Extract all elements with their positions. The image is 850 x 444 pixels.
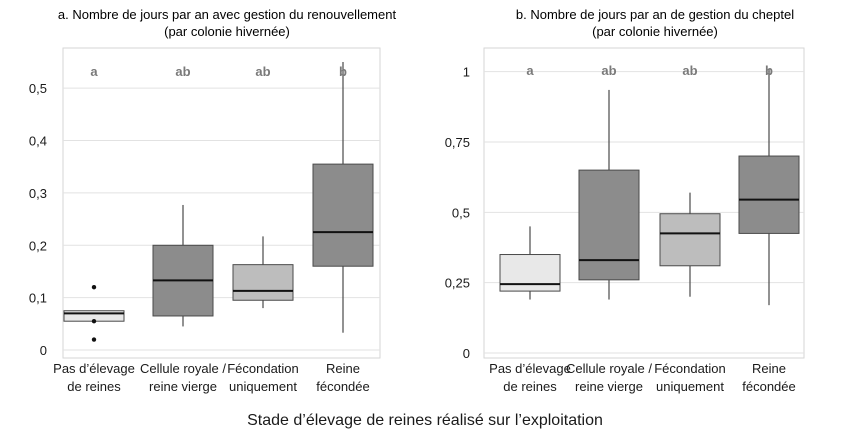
chart-a-category-label: de reines [67, 379, 121, 394]
chart-b-y-tick-label: 0,25 [445, 276, 470, 291]
chart-a: a. Nombre de jours par an avec gestion d… [29, 7, 397, 394]
chart-a-letters: a ab ab b [90, 64, 347, 79]
iqr-box [499, 254, 561, 292]
chart-b-significance-letter: a [526, 63, 534, 78]
chart-b-y-tick-label: 1 [463, 65, 470, 80]
chart-a-category-label: reine vierge [149, 379, 217, 394]
chart-b-category-label: fécondée [742, 379, 796, 394]
chart-b-y-ticks: 0 0,25 0,5 0,75 1 [445, 65, 470, 361]
chart-b-x-labels: Pas d’élevage de reines Cellule royale / re… [489, 361, 796, 394]
x-axis-title: Stade d’élevage de reines réalisé sur l’… [247, 412, 603, 429]
chart-b-category-label: uniquement [656, 379, 724, 394]
iqr-box [738, 155, 800, 234]
chart-a-y-tick-label: 0,4 [29, 134, 47, 149]
chart-a-significance-letter: ab [175, 64, 190, 79]
iqr-box [578, 169, 640, 281]
outlier-point [91, 319, 97, 324]
chart-a-category-label: Pas d’élevage [53, 361, 135, 376]
chart-b-category-label: de reines [503, 379, 557, 394]
chart-a-category-label: Cellule royale / [140, 361, 226, 376]
iqr-box [232, 264, 294, 301]
chart-a-title-line1: a. Nombre de jours par an avec gestion d… [58, 7, 397, 22]
chart-b-significance-letter: b [765, 63, 773, 78]
chart-b-category-label: Pas d’élevage [489, 361, 571, 376]
chart-b-title-line1: b. Nombre de jours par an de gestion du … [516, 7, 794, 22]
chart-b-box-1 [499, 226, 561, 300]
chart-a-x-labels: Pas d’élevage de reines Cellule royale / re… [53, 361, 370, 394]
chart-b-category-label: Fécondation [654, 361, 726, 376]
chart-a-grid [63, 87, 380, 351]
iqr-box [659, 213, 721, 267]
outlier-point [91, 284, 97, 290]
chart-a-category-label: fécondée [316, 379, 370, 394]
chart-a-box-3 [232, 236, 294, 309]
iqr-box [312, 163, 374, 267]
chart-a-significance-letter: ab [255, 64, 270, 79]
chart-a-y-tick-label: 0,1 [29, 291, 47, 306]
chart-b-y-tick-label: 0,5 [452, 205, 470, 220]
chart-b-box-2 [578, 89, 640, 300]
chart-b-significance-letter: ab [682, 63, 697, 78]
chart-a-category-label: Reine [326, 361, 360, 376]
chart-a-box-2 [152, 204, 214, 327]
chart-a-category-label: uniquement [229, 379, 297, 394]
chart-b-y-tick-label: 0,75 [445, 135, 470, 150]
chart-b-category-label: Cellule royale / [566, 361, 652, 376]
chart-b-box-3 [659, 192, 721, 297]
chart-b-boxes [499, 68, 800, 306]
chart-a-y-tick-label: 0,5 [29, 81, 47, 96]
chart-b-category-label: Reine [752, 361, 786, 376]
chart-a-y-ticks: 0 0,1 0,2 0,3 0,4 0,5 [29, 81, 47, 358]
chart-b-title-line2: (par colonie hivernée) [592, 24, 718, 39]
chart-a-y-tick-label: 0,2 [29, 238, 47, 253]
chart-a-box-4 [312, 62, 374, 333]
chart-a-y-tick-label: 0 [40, 343, 47, 358]
chart-a-category-label: Fécondation [227, 361, 299, 376]
chart-b-category-label: reine vierge [575, 379, 643, 394]
chart-b-y-tick-label: 0 [463, 346, 470, 361]
chart-a-boxes [63, 62, 374, 342]
chart-b-box-4 [738, 68, 800, 306]
outlier-point [91, 337, 97, 342]
chart-b-letters: a ab ab b [526, 63, 773, 78]
chart-a-significance-letter: b [339, 64, 347, 79]
chart-a-box-1 [63, 284, 125, 342]
chart-b-significance-letter: ab [601, 63, 616, 78]
chart-b: b. Nombre de jours par an de gestion du … [445, 7, 805, 394]
chart-a-title-line2: (par colonie hivernée) [164, 24, 290, 39]
chart-a-y-tick-label: 0,3 [29, 186, 47, 201]
chart-a-significance-letter: a [90, 64, 98, 79]
